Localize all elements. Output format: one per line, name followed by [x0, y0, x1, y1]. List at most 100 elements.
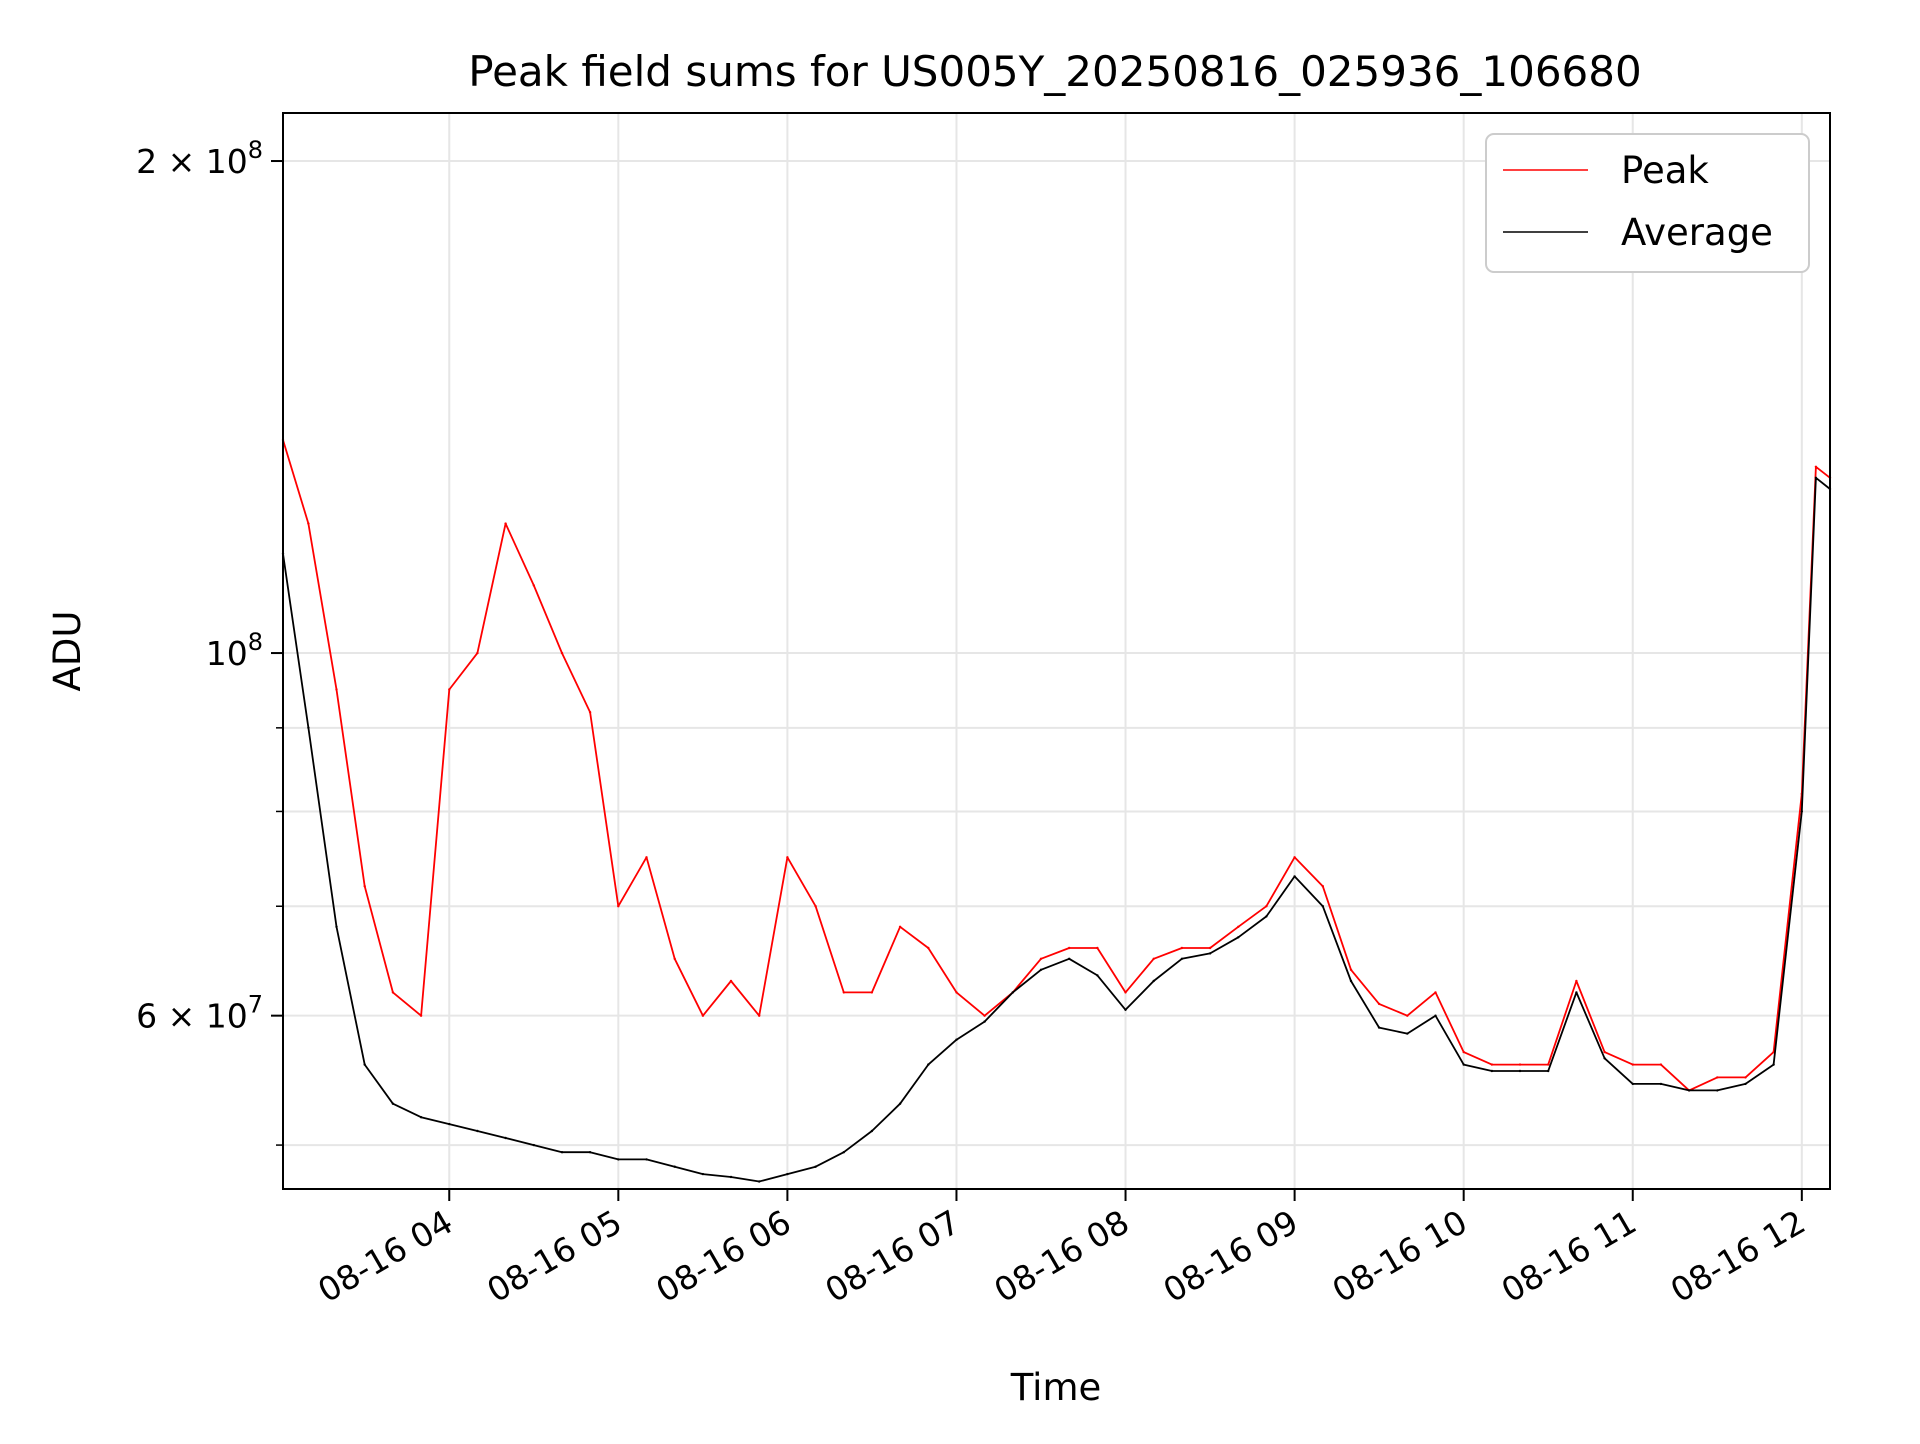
data-point-peak	[1603, 1050, 1606, 1054]
data-point-peak	[1814, 465, 1818, 468]
y-axis-label: ADU	[46, 611, 89, 692]
data-point-peak	[560, 651, 564, 655]
data-point-average	[842, 1151, 845, 1154]
data-point-average	[1800, 810, 1804, 813]
data-point-peak	[645, 856, 648, 859]
plot-area	[281, 112, 1832, 1190]
data-point-peak	[1659, 1063, 1663, 1066]
x-tick-label: 08-16 10	[1326, 1202, 1474, 1310]
y-tick-base: 10	[206, 634, 248, 673]
x-tick-label: 08-16 08	[988, 1202, 1136, 1310]
data-point-peak	[758, 1014, 761, 1017]
data-point-average	[927, 1063, 930, 1066]
data-point-average	[448, 1122, 451, 1126]
plot-frame	[282, 112, 1831, 1190]
data-point-peak	[1152, 957, 1155, 960]
x-tick-label: 08-16 04	[311, 1202, 459, 1310]
data-point-average	[1039, 968, 1043, 971]
data-point-peak	[870, 991, 874, 994]
data-point-average	[955, 1038, 958, 1041]
data-point-average	[307, 726, 310, 729]
data-point-average	[1814, 476, 1818, 479]
x-tick-label: 08-16 06	[649, 1202, 797, 1310]
data-point-peak	[391, 991, 395, 994]
x-axis-label: Time	[1010, 1366, 1102, 1409]
data-point-average	[1631, 1082, 1635, 1086]
data-point-average	[1490, 1069, 1494, 1073]
data-point-average	[814, 1165, 817, 1168]
data-point-peak	[1124, 991, 1127, 994]
data-point-peak	[1631, 1063, 1635, 1066]
data-point-average	[1687, 1089, 1691, 1092]
data-point-average	[758, 1180, 761, 1183]
data-point-average	[1659, 1082, 1663, 1086]
data-point-average	[1096, 974, 1099, 977]
data-point-average	[1434, 1014, 1437, 1017]
data-point-average	[1575, 991, 1578, 994]
data-point-peak	[927, 946, 930, 950]
data-point-peak	[983, 1014, 986, 1017]
data-point-average	[701, 1172, 705, 1176]
data-point-average	[419, 1116, 423, 1119]
data-point-average	[1518, 1069, 1522, 1073]
data-point-peak	[1039, 957, 1043, 960]
y-tick-label: 108	[206, 628, 263, 673]
data-point-peak	[1547, 1063, 1550, 1066]
data-point-peak	[701, 1014, 705, 1017]
data-point-peak	[1321, 885, 1325, 888]
data-point-average	[1377, 1026, 1381, 1029]
data-point-average	[898, 1102, 902, 1105]
data-point-average	[983, 1020, 986, 1023]
data-point-peak	[898, 925, 902, 928]
data-point-peak	[1518, 1063, 1522, 1066]
data-point-peak	[307, 522, 310, 525]
data-point-average	[1547, 1069, 1550, 1073]
data-point-peak	[1462, 1050, 1465, 1054]
data-point-peak	[588, 711, 592, 714]
data-point-peak	[955, 991, 958, 994]
data-point-average	[1716, 1089, 1719, 1092]
data-point-peak	[363, 885, 366, 888]
data-point-average	[476, 1129, 479, 1133]
data-point-peak	[1096, 946, 1099, 950]
y-tick-exponent: 7	[248, 991, 263, 1019]
data-point-peak	[1406, 1014, 1409, 1017]
data-point-peak	[673, 957, 676, 960]
data-point-peak	[419, 1014, 423, 1017]
data-point-peak	[842, 991, 845, 994]
y-tick-base: 2 × 10	[136, 142, 248, 181]
data-point-average	[588, 1151, 592, 1154]
data-point-peak	[532, 584, 535, 587]
data-point-peak	[1349, 968, 1353, 971]
data-point-average	[1011, 991, 1014, 994]
data-point-average	[560, 1151, 564, 1154]
data-point-average	[645, 1158, 648, 1161]
x-tick-label: 08-16 05	[480, 1202, 628, 1310]
data-point-average	[617, 1158, 620, 1161]
legend-box	[1485, 133, 1810, 273]
data-point-average	[673, 1165, 676, 1168]
data-point-average	[1124, 1008, 1127, 1011]
data-point-peak	[1180, 946, 1184, 950]
plot-background	[283, 113, 1830, 1189]
data-point-average	[1462, 1063, 1465, 1066]
data-point-average	[335, 925, 338, 928]
data-point-average	[1265, 915, 1268, 918]
data-point-average	[363, 1063, 366, 1066]
x-tick-label: 08-16 09	[1157, 1202, 1305, 1310]
data-point-peak	[1434, 991, 1437, 994]
data-point-average	[1321, 905, 1325, 908]
data-point-average	[786, 1172, 789, 1176]
data-point-peak	[1265, 905, 1268, 908]
data-point-average	[1744, 1082, 1747, 1086]
data-point-peak	[1377, 1002, 1381, 1006]
x-tick-label: 08-16 07	[818, 1202, 966, 1310]
data-point-peak	[786, 856, 789, 859]
series-layer	[281, 438, 1832, 1183]
data-point-peak	[1575, 979, 1578, 983]
data-point-peak	[1293, 856, 1296, 859]
data-point-average	[504, 1136, 507, 1140]
data-point-average	[1152, 979, 1155, 983]
data-point-average	[1208, 952, 1212, 955]
